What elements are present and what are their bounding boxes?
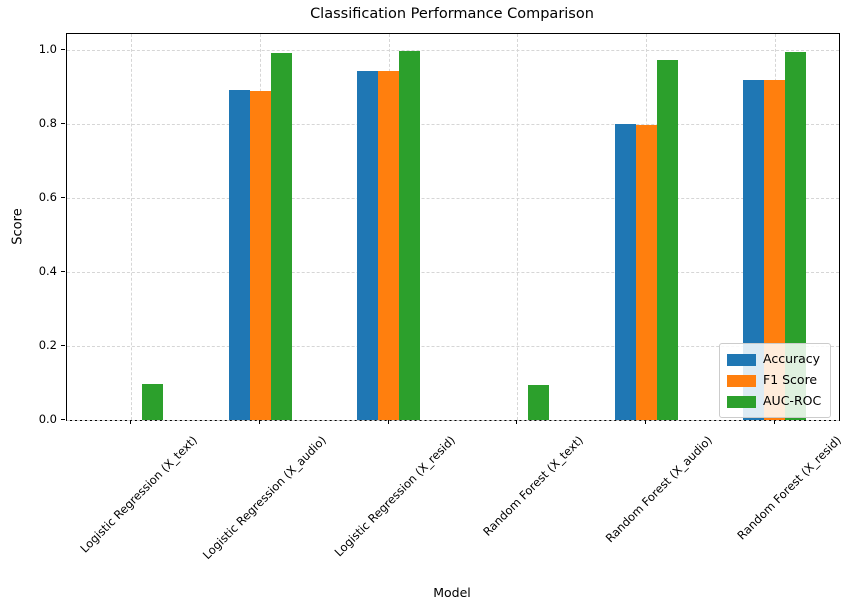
vertical-gridline — [517, 34, 519, 420]
x-tick-mark — [645, 420, 646, 424]
bar-auc-roc-4 — [656, 60, 678, 420]
bar-auc-roc-5 — [785, 51, 807, 420]
y-tick-mark — [61, 344, 65, 346]
bar-accuracy-5 — [743, 79, 765, 420]
y-tick-label: 1.0 — [38, 41, 57, 56]
horizontal-gridline — [67, 420, 839, 421]
legend-label: AUC-ROC — [763, 393, 822, 409]
y-tick-mark — [61, 48, 65, 50]
bar-auc-roc-0 — [141, 383, 163, 420]
y-axis-label: Score — [10, 208, 26, 245]
bar-accuracy-1 — [228, 90, 250, 420]
x-tick-mark — [516, 420, 518, 424]
horizontal-gridline — [67, 123, 839, 125]
x-tick-mark — [773, 420, 775, 424]
bar-f1-score-1 — [249, 91, 271, 420]
x-tick-mark — [387, 420, 389, 424]
legend-swatch — [727, 395, 756, 408]
bar-f1-score-2 — [378, 71, 400, 420]
legend-swatch — [727, 353, 756, 366]
bar-auc-roc-3 — [527, 385, 549, 420]
bar-auc-roc-2 — [399, 50, 421, 420]
x-tick-mark — [259, 420, 260, 424]
y-tick-label: 0.8 — [38, 115, 57, 130]
legend-item: AUC-ROC — [727, 391, 823, 412]
legend-item: Accuracy — [727, 349, 823, 370]
horizontal-gridline — [67, 345, 839, 347]
plot-area — [66, 33, 840, 421]
y-tick-mark — [61, 270, 65, 272]
y-tick-mark — [61, 196, 65, 198]
chart-title: Classification Performance Comparison — [310, 6, 594, 22]
legend-label: F1 Score — [763, 372, 818, 388]
y-tick-label: 0.2 — [38, 337, 57, 352]
horizontal-gridline — [67, 197, 839, 199]
bar-accuracy-2 — [357, 70, 379, 420]
bar-f1-score-4 — [635, 125, 657, 420]
x-axis-label: Model — [433, 585, 471, 600]
legend: Accuracy F1 Score AUC-ROC — [719, 343, 831, 418]
legend-item: F1 Score — [727, 370, 823, 391]
horizontal-gridline — [67, 49, 839, 51]
y-tick-label: 0.4 — [38, 263, 57, 278]
legend-label: Accuracy — [763, 351, 821, 367]
y-tick-mark — [61, 122, 65, 124]
bar-auc-roc-1 — [270, 53, 292, 420]
x-tick-mark — [130, 420, 132, 424]
legend-swatch — [727, 374, 756, 387]
bar-f1-score-5 — [764, 79, 786, 420]
horizontal-gridline — [67, 271, 839, 273]
bar-accuracy-4 — [614, 124, 636, 420]
y-tick-mark — [61, 419, 65, 420]
vertical-gridline — [131, 34, 133, 420]
y-tick-label: 0.6 — [38, 189, 57, 204]
y-tick-label: 0.0 — [38, 412, 57, 426]
